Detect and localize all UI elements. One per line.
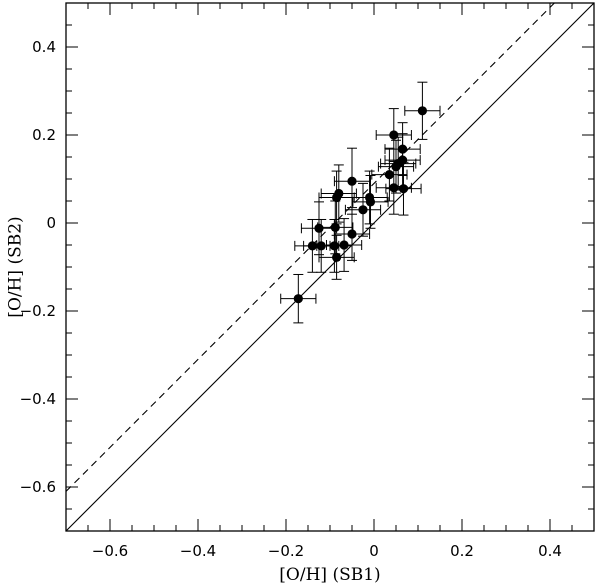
x-tick-labels: −0.6 −0.4 −0.2 0 0.2 0.4 [92,542,562,560]
error-bars [280,81,441,324]
y-tick-labels: −0.6 −0.4 −0.2 0 0.2 0.4 [20,38,56,496]
data-point [332,192,342,203]
y-tick-label: −0.2 [20,302,56,320]
x-tick-label: −0.6 [92,542,128,560]
data-point [293,294,303,304]
y-axis-title: [O/H] (SB2) [6,216,26,317]
one-to-one-line [66,3,594,531]
data-point [365,197,376,207]
y-tick-label: 0 [46,214,56,232]
data-points [293,106,427,304]
data-point [329,241,339,251]
x-tick-label: 0 [369,542,379,560]
x-axis-title: [O/H] (SB1) [279,565,380,585]
data-point [316,241,326,251]
x-tick-label: 0.4 [538,542,562,560]
data-point [389,183,399,193]
y-tick-label: 0.4 [32,38,56,56]
data-point [389,130,399,140]
data-point [398,144,408,154]
data-point [339,240,349,250]
y-tick-label: −0.4 [20,390,56,408]
x-tick-label: 0.2 [450,542,474,560]
data-point [314,223,324,233]
reference-lines [66,3,594,531]
x-tick-label: −0.2 [268,542,304,560]
data-point [391,162,401,172]
data-point [330,222,340,232]
plot-frame [65,2,595,532]
data-point [398,184,409,194]
y-tick-label: −0.6 [20,478,56,496]
data-point [347,229,357,239]
x-tick-label: −0.4 [180,542,216,560]
data-point [307,241,317,251]
data-point [384,170,394,180]
data-point [332,252,342,262]
data-point [417,106,427,116]
data-point [347,176,357,186]
y-tick-label: 0.2 [32,126,56,144]
data-point [358,205,368,215]
